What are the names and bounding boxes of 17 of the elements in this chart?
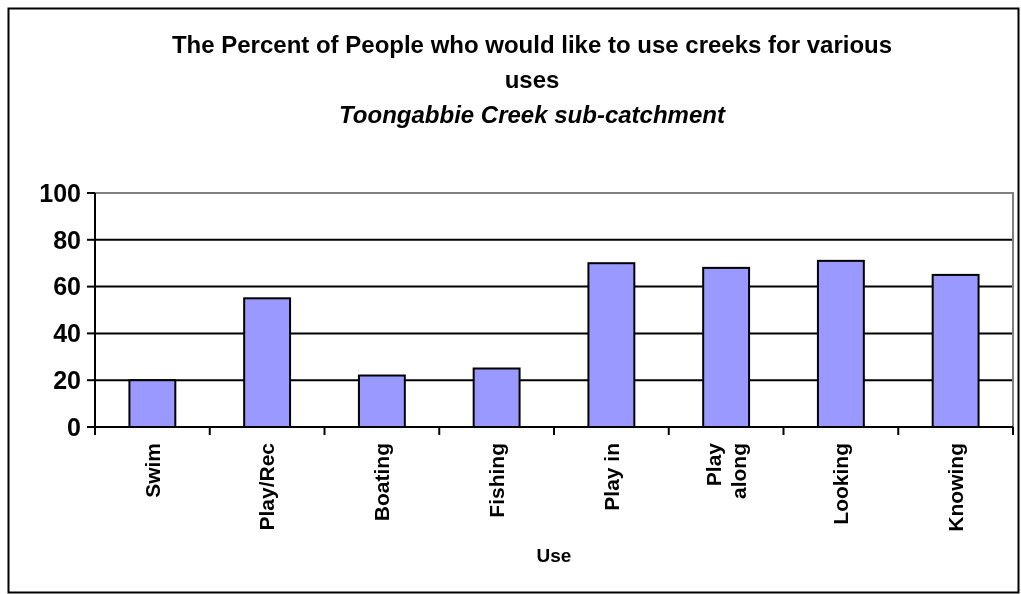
y-tick-label: 80 [53, 225, 81, 254]
x-tick-label: Looking [829, 443, 853, 525]
y-tick-label: 60 [53, 272, 81, 301]
chart-subtitle: Toongabbie Creek sub-catchment [339, 101, 726, 128]
x-tick-label: Boating [370, 443, 394, 522]
y-tick-label: 100 [39, 178, 81, 207]
x-tick-label: Play along [701, 442, 750, 499]
x-tick-label: Fishing [484, 443, 508, 518]
x-tick-label: Play in [599, 443, 623, 511]
chart-title: The Percent of People who would like to use creeks for various uses [171, 31, 893, 93]
x-axis-title: Use [536, 545, 572, 566]
x-tick-label: Knowing [943, 443, 967, 532]
y-tick-label: 40 [53, 319, 81, 348]
y-tick-label: 0 [67, 412, 81, 441]
x-tick-label: Play/Rec [255, 442, 279, 531]
x-tick-label: Swim [140, 443, 164, 498]
y-tick-label: 20 [53, 365, 81, 394]
